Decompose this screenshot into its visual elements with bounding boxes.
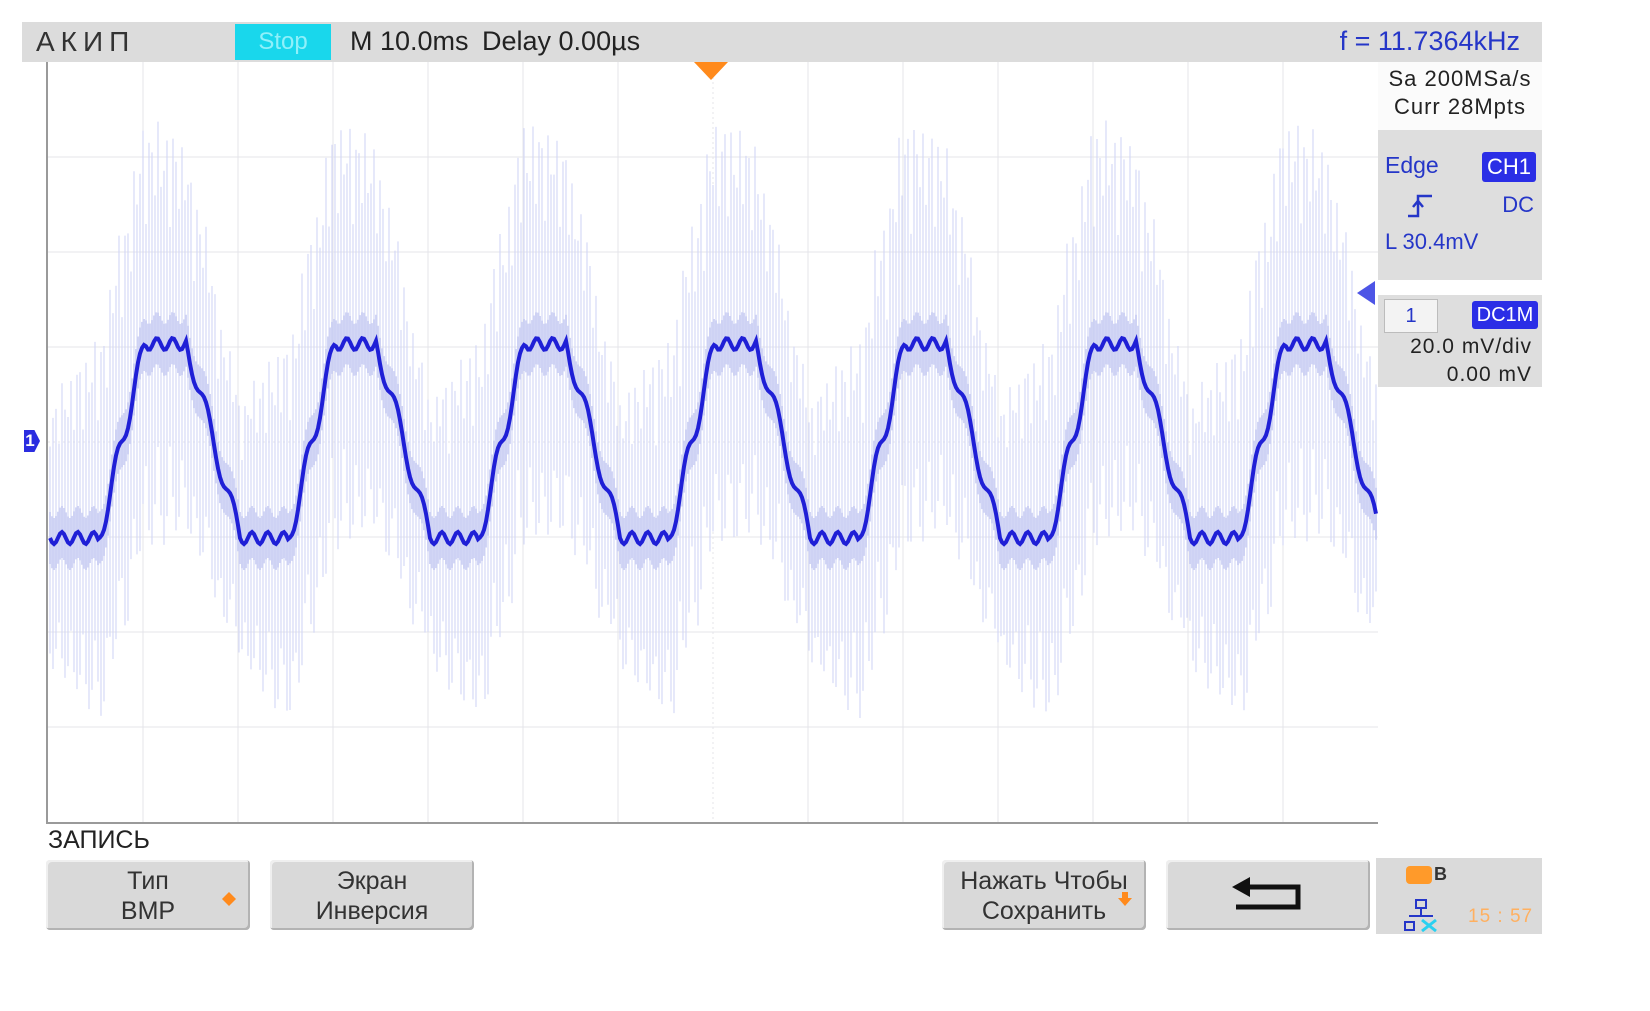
run-stop-badge[interactable]: Stop	[235, 24, 331, 60]
channel-coupling-badge: DC1M	[1472, 301, 1538, 329]
menu-title: ЗАПИСЬ	[48, 826, 150, 854]
softkey-invert-line1: Экран	[336, 867, 408, 895]
softkey-invert-line2: Инверсия	[315, 897, 429, 925]
return-arrow-icon	[1232, 877, 1301, 910]
channel-number: 1	[1384, 299, 1438, 333]
system-status-area: B 15 : 57	[1376, 858, 1542, 934]
top-status-bar: АКИП Stop M 10.0ms Delay 0.00µs f = 11.7…	[22, 22, 1542, 62]
timebase-readout[interactable]: M 10.0ms	[350, 26, 469, 56]
trigger-position-marker[interactable]	[694, 62, 728, 80]
down-arrow-icon	[1118, 892, 1132, 906]
softkey-invert[interactable]: Экран Инверсия	[270, 860, 474, 930]
usb-icon	[1406, 866, 1432, 884]
softkey-return[interactable]	[1166, 860, 1370, 930]
waveform-display[interactable]	[46, 62, 1378, 824]
trigger-coupling: DC	[1502, 192, 1534, 217]
softkey-type-line2: BMP	[120, 897, 176, 925]
trigger-level: L 30.4mV	[1385, 229, 1479, 254]
brand-logo: АКИП	[36, 26, 136, 57]
softkey-type[interactable]: Тип BMP	[46, 860, 250, 930]
network-icon	[1404, 899, 1437, 932]
delay-readout[interactable]: Delay 0.00µs	[482, 26, 641, 56]
channel-marker-label: 1	[25, 431, 35, 450]
trigger-mode: Edge	[1385, 152, 1439, 178]
memory-depth: Curr 28Mpts	[1393, 94, 1527, 119]
waveform-plot	[48, 62, 1378, 822]
vertical-offset: 0.00 mV	[1446, 363, 1532, 386]
usb-label: B	[1434, 864, 1447, 884]
softkey-save[interactable]: Нажать Чтобы Сохранить	[942, 860, 1146, 930]
softkey-save-line1: Нажать Чтобы	[960, 867, 1128, 895]
vertical-scale: 20.0 mV/div	[1410, 335, 1532, 358]
softkey-save-line2: Сохранить	[981, 897, 1107, 925]
frequency-readout: f = 11.7364kHz	[1339, 26, 1520, 56]
softkey-type-line1: Тип	[127, 867, 169, 895]
channel-info-panel[interactable]: 1 DC1M 20.0 mV/div 0.00 mV	[1378, 295, 1542, 387]
trigger-info-panel[interactable]: Edge CH1 DC L 30.4mV	[1378, 130, 1542, 280]
rising-edge-icon	[1408, 194, 1432, 218]
acquisition-info: Sa 200MSa/s Curr 28Mpts	[1378, 62, 1542, 130]
knob-select-icon	[222, 892, 236, 906]
trigger-source-badge: CH1	[1482, 152, 1536, 182]
channel-1-trace	[48, 333, 1378, 547]
channel-1-marker[interactable]: 1	[24, 430, 40, 452]
trigger-level-marker[interactable]	[1357, 281, 1375, 305]
sample-rate: Sa 200MSa/s	[1388, 66, 1532, 91]
clock-readout: 15 : 57	[1468, 906, 1534, 927]
